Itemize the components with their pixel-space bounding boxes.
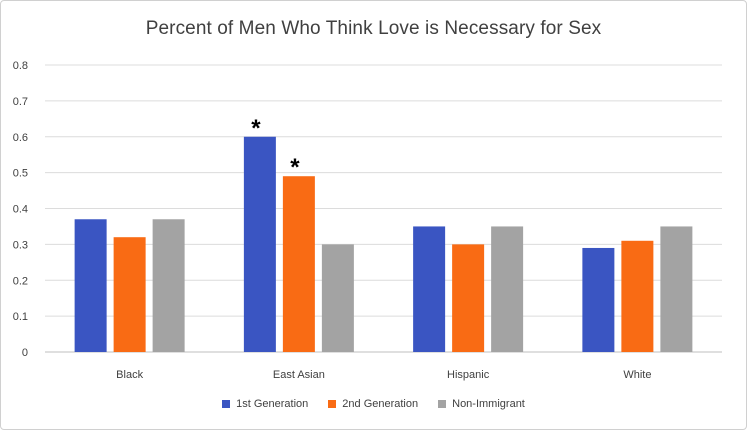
bar-hispanic-2nd-generation	[452, 244, 485, 352]
y-tick-label: 0.3	[13, 239, 28, 251]
legend-swatch-1st-generation	[222, 400, 231, 408]
chart-title: Percent of Men Who Think Love is Necessa…	[145, 18, 602, 39]
bar-white-1st-generation	[582, 247, 615, 352]
y-tick-label: 0.4	[13, 204, 28, 216]
x-tick-label: White	[623, 369, 651, 381]
bar-black-non-immigrant	[152, 219, 185, 352]
legend-item-2nd-generation: 2nd Generation	[328, 398, 418, 410]
legend-label-2nd-generation: 2nd Generation	[342, 398, 419, 410]
bar-hispanic-non-immigrant	[491, 226, 524, 352]
y-tick-label: 0.7	[13, 96, 28, 108]
y-tick-label: 0.1	[13, 311, 28, 323]
bar-hispanic-1st-generation	[413, 226, 446, 352]
y-tick-label: 0.8	[13, 60, 28, 72]
legend-swatch-non-immigrant	[438, 400, 447, 408]
bar-east-asian-2nd-generation	[282, 176, 315, 352]
x-tick-label: Hispanic	[447, 369, 490, 381]
legend-label-1st-generation: 1st Generation	[236, 398, 309, 410]
x-tick-label: Black	[116, 369, 143, 381]
significance-marker: *	[251, 115, 261, 142]
bar-white-non-immigrant	[660, 226, 693, 352]
y-tick-label: 0.2	[13, 275, 28, 287]
significance-marker: *	[290, 154, 300, 181]
x-tick-label: East Asian	[273, 369, 325, 381]
bar-white-2nd-generation	[621, 240, 654, 352]
legend-item-non-immigrant: Non-Immigrant	[438, 398, 525, 410]
legend-swatch-2nd-generation	[328, 400, 337, 408]
bar-black-1st-generation	[74, 219, 107, 352]
bar-east-asian-non-immigrant	[321, 244, 354, 352]
legend-label-non-immigrant: Non-Immigrant	[452, 398, 525, 410]
y-tick-label: 0.6	[13, 132, 28, 144]
legend-item-1st-generation: 1st Generation	[222, 398, 308, 410]
chart-legend: 1st Generation 2nd Generation Non-Immigr…	[0, 398, 747, 410]
bar-east-asian-1st-generation	[243, 136, 276, 352]
y-tick-label: 0.5	[13, 168, 28, 180]
bar-black-2nd-generation	[113, 237, 146, 352]
y-tick-label: 0	[22, 347, 28, 359]
